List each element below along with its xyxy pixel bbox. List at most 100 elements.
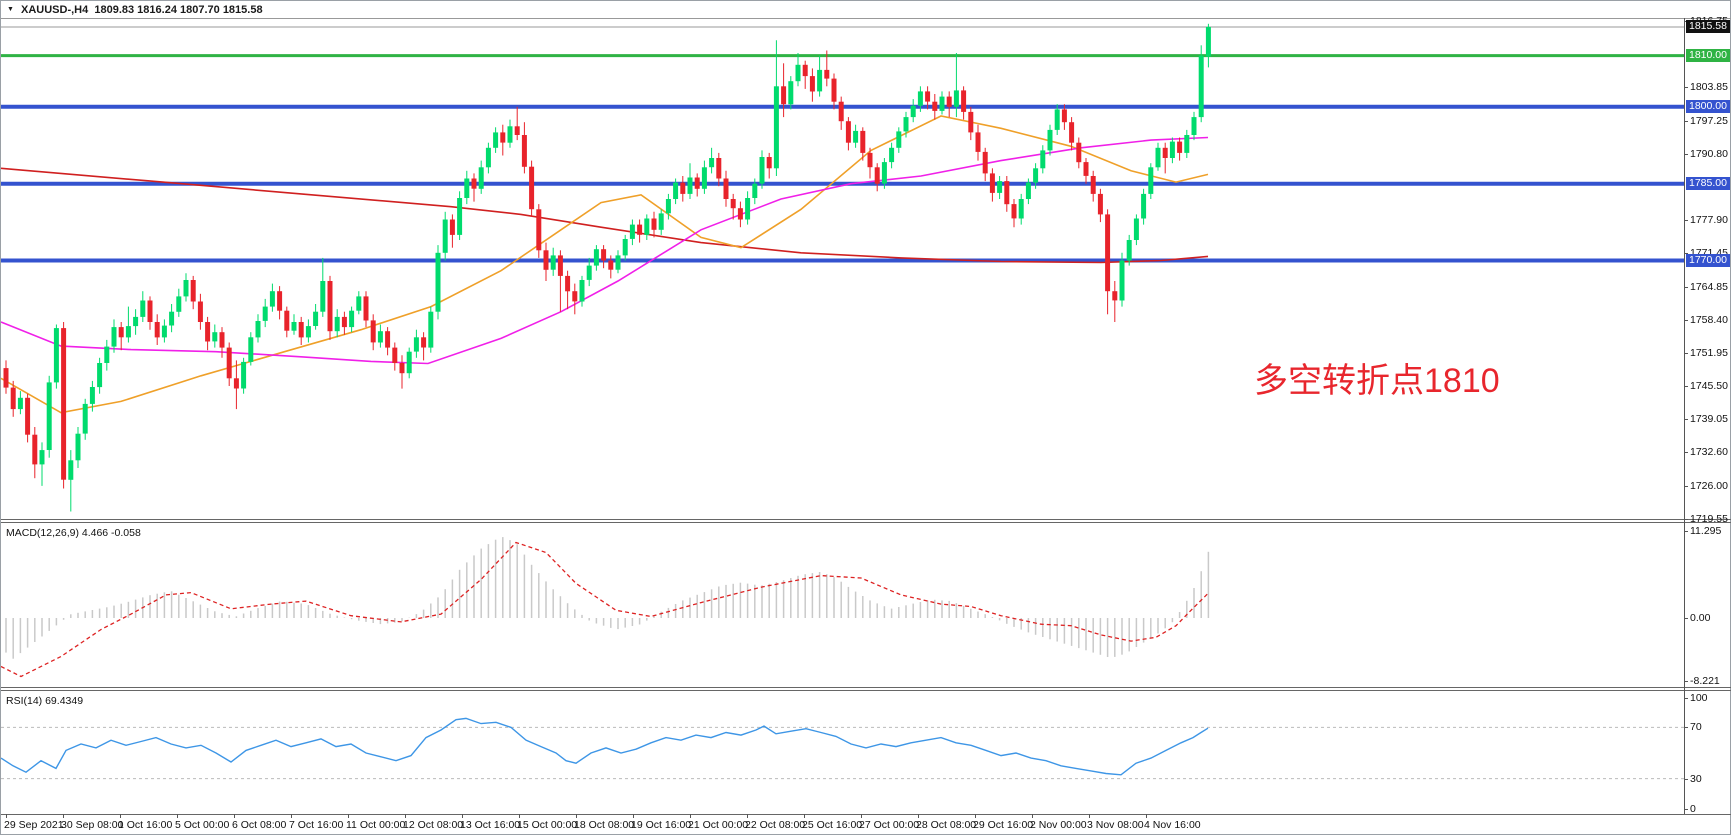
price-tick — [1684, 154, 1688, 155]
chart-title: ▼ XAUUSD-,H4 1809.83 1816.24 1807.70 181… — [7, 4, 263, 16]
rsi-tick — [1684, 809, 1688, 810]
price-badge-1785.00: 1785.00 — [1686, 177, 1730, 190]
time-tick — [633, 814, 634, 818]
macd-rsi-separator-1[interactable] — [1, 687, 1731, 688]
time-tick — [1146, 814, 1147, 818]
macd-rsi-separator-2[interactable] — [1, 690, 1731, 691]
time-tick-label: 29 Sep 2021 — [4, 819, 64, 831]
time-tick-label: 6 Oct 08:00 — [232, 819, 287, 831]
time-tick — [120, 814, 121, 818]
time-tick-label: 29 Oct 16:00 — [973, 819, 1034, 831]
time-tick-label: 2 Nov 00:00 — [1030, 819, 1087, 831]
time-tick — [576, 814, 577, 818]
time-tick — [348, 814, 349, 818]
rsi-tick-label: 30 — [1690, 773, 1702, 785]
macd-label: MACD(12,26,9) 4.466 -0.058 — [6, 527, 141, 539]
time-tick — [177, 814, 178, 818]
price-tick — [1684, 452, 1688, 453]
time-tick — [1032, 814, 1033, 818]
time-tick-label: 11 Oct 00:00 — [346, 819, 406, 831]
price-tick-label: 1732.60 — [1690, 446, 1728, 458]
time-tick — [462, 814, 463, 818]
price-tick-label: 1803.85 — [1690, 81, 1728, 93]
rsi-tick-label: 70 — [1690, 721, 1702, 733]
rsi-tick — [1684, 727, 1688, 728]
price-scale-border[interactable] — [1684, 18, 1685, 814]
price-badge-1770.00: 1770.00 — [1686, 254, 1730, 267]
time-tick-label: 4 Nov 16:00 — [1144, 819, 1201, 831]
time-axis-border — [1, 814, 1731, 815]
price-tick — [1684, 253, 1688, 254]
rsi-tick-label: 100 — [1690, 692, 1708, 704]
price-tick-label: 1790.80 — [1690, 148, 1728, 160]
time-tick-label: 12 Oct 08:00 — [403, 819, 464, 831]
price-tick — [1684, 353, 1688, 354]
time-tick-label: 25 Oct 16:00 — [802, 819, 863, 831]
rsi-line — [1, 717, 1209, 776]
macd-signal-line — [1, 541, 1209, 678]
price-tick — [1684, 386, 1688, 387]
price-tick-label: 1797.25 — [1690, 115, 1728, 127]
price-tick-label: 1719.55 — [1690, 513, 1728, 525]
time-tick — [861, 814, 862, 818]
price-tick — [1684, 486, 1688, 487]
time-tick — [1089, 814, 1090, 818]
ohlc-values: 1809.83 1816.24 1807.70 1815.58 — [94, 4, 263, 16]
time-tick-label: 15 Oct 00:00 — [517, 819, 578, 831]
rsi-tick — [1684, 779, 1688, 780]
time-tick-label: 22 Oct 08:00 — [745, 819, 806, 831]
collapse-triangle-icon[interactable]: ▼ — [7, 6, 14, 13]
chart-annotation-text[interactable]: 多空转折点1810 — [1254, 362, 1500, 400]
price-tick — [1684, 287, 1688, 288]
time-tick — [804, 814, 805, 818]
time-tick — [405, 814, 406, 818]
main-chart-top-border — [1, 18, 1731, 19]
time-tick — [234, 814, 235, 818]
price-tick — [1684, 87, 1688, 88]
time-tick-label: 27 Oct 00:00 — [859, 819, 920, 831]
price-tick — [1684, 320, 1688, 321]
time-tick — [6, 814, 7, 818]
macd-panel-plot[interactable] — [1, 523, 1684, 687]
rsi-panel-plot[interactable] — [1, 691, 1684, 814]
time-tick — [519, 814, 520, 818]
symbol-period-label: XAUUSD-,H4 — [21, 4, 89, 16]
price-tick-label: 1758.40 — [1690, 314, 1728, 326]
macd-tick — [1684, 681, 1688, 682]
rsi-label: RSI(14) 69.4349 — [6, 695, 84, 707]
macd-tick-label: 11.295 — [1690, 525, 1722, 537]
rsi-tick — [1684, 698, 1688, 699]
main-chart-plot[interactable] — [1, 19, 1684, 519]
price-tick-label: 1777.90 — [1690, 214, 1728, 226]
time-tick-label: 7 Oct 16:00 — [289, 819, 344, 831]
main-macd-separator-1[interactable] — [1, 519, 1731, 520]
price-tick — [1684, 519, 1688, 520]
price-tick-label: 1745.50 — [1690, 380, 1728, 392]
ma-red-line — [1, 167, 1209, 264]
time-tick-label: 1 Oct 16:00 — [118, 819, 173, 831]
time-tick-label: 18 Oct 08:00 — [574, 819, 635, 831]
rsi-tick-label: 0 — [1690, 803, 1696, 815]
price-tick — [1684, 419, 1688, 420]
time-tick — [690, 814, 691, 818]
price-tick — [1684, 121, 1688, 122]
time-tick-label: 13 Oct 16:00 — [460, 819, 521, 831]
time-tick — [291, 814, 292, 818]
price-badge-1810.00: 1810.00 — [1686, 49, 1730, 62]
price-badge-1800.00: 1800.00 — [1686, 100, 1730, 113]
macd-tick — [1684, 531, 1688, 532]
price-tick-label: 1764.85 — [1690, 281, 1728, 293]
time-tick-label: 21 Oct 00:00 — [688, 819, 749, 831]
main-macd-separator-2[interactable] — [1, 522, 1731, 523]
time-tick — [918, 814, 919, 818]
time-tick-label: 5 Oct 00:00 — [175, 819, 230, 831]
time-tick-label: 28 Oct 08:00 — [916, 819, 977, 831]
price-tick-label: 1739.05 — [1690, 413, 1728, 425]
price-tick-label: 1726.00 — [1690, 480, 1728, 492]
macd-tick — [1684, 618, 1688, 619]
macd-tick-label: -8.221 — [1690, 675, 1720, 687]
time-tick — [975, 814, 976, 818]
time-tick — [747, 814, 748, 818]
time-tick-label: 30 Sep 08:00 — [61, 819, 124, 831]
